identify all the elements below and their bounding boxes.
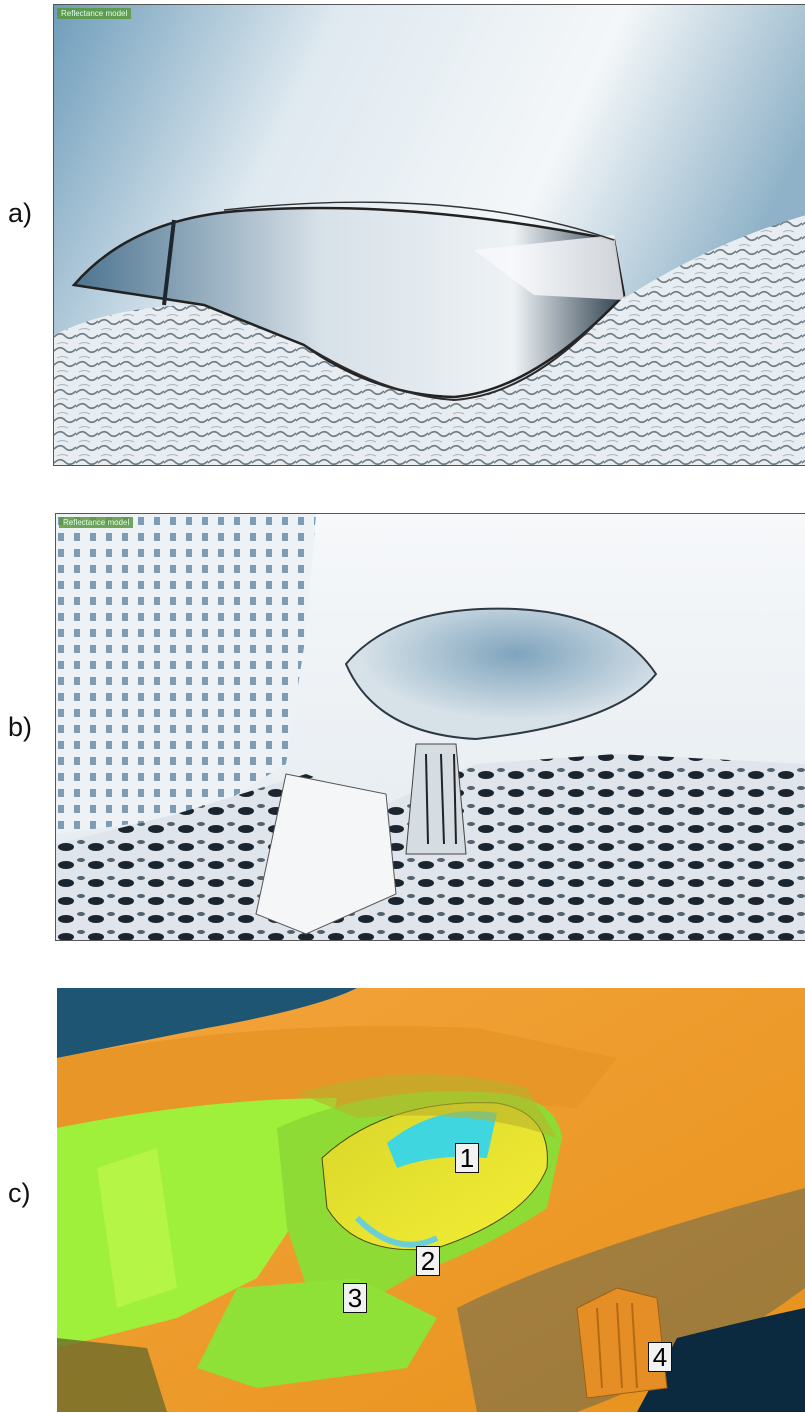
ice-cave-change-map-render-c xyxy=(57,988,805,1412)
ice-cave-reflectance-render-b xyxy=(56,514,805,940)
panel-label-c: c) xyxy=(8,1178,31,1208)
point-cloud-image-c: 1 2 3 4 xyxy=(57,988,805,1412)
ice-cave-reflectance-render-a xyxy=(54,5,805,465)
viewer-hud-label-b: Reflectance model xyxy=(59,517,134,528)
panel-label-a: a) xyxy=(8,198,33,228)
point-cloud-image-b: Reflectance model xyxy=(55,513,805,941)
callout-marker-3: 3 xyxy=(343,1283,367,1313)
viewer-hud-label-a: Reflectance model xyxy=(57,8,132,19)
callout-marker-4: 4 xyxy=(648,1342,672,1372)
panel-label-b: b) xyxy=(8,712,33,742)
callout-marker-2: 2 xyxy=(416,1246,440,1276)
point-cloud-image-a: Reflectance model xyxy=(53,4,805,466)
callout-marker-1: 1 xyxy=(455,1143,479,1173)
